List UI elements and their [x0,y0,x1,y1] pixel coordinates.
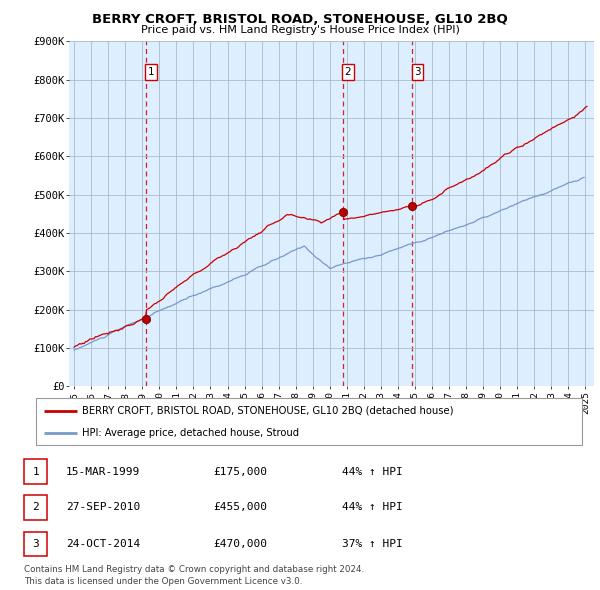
Text: Contains HM Land Registry data © Crown copyright and database right 2024.
This d: Contains HM Land Registry data © Crown c… [24,565,364,586]
FancyBboxPatch shape [24,495,47,520]
Text: 3: 3 [414,67,421,77]
Text: 1: 1 [32,467,39,477]
Text: £470,000: £470,000 [214,539,268,549]
FancyBboxPatch shape [24,459,47,484]
Text: BERRY CROFT, BRISTOL ROAD, STONEHOUSE, GL10 2BQ (detached house): BERRY CROFT, BRISTOL ROAD, STONEHOUSE, G… [82,406,454,416]
Text: 44% ↑ HPI: 44% ↑ HPI [342,503,403,512]
Text: £455,000: £455,000 [214,503,268,512]
Text: Price paid vs. HM Land Registry's House Price Index (HPI): Price paid vs. HM Land Registry's House … [140,25,460,35]
Text: 1: 1 [148,67,154,77]
FancyBboxPatch shape [36,398,582,445]
Text: 15-MAR-1999: 15-MAR-1999 [66,467,140,477]
Text: 2: 2 [32,503,39,512]
Text: 24-OCT-2014: 24-OCT-2014 [66,539,140,549]
Text: BERRY CROFT, BRISTOL ROAD, STONEHOUSE, GL10 2BQ: BERRY CROFT, BRISTOL ROAD, STONEHOUSE, G… [92,13,508,26]
Text: 3: 3 [32,539,39,549]
Text: £175,000: £175,000 [214,467,268,477]
Text: HPI: Average price, detached house, Stroud: HPI: Average price, detached house, Stro… [82,428,299,438]
FancyBboxPatch shape [24,532,47,556]
Text: 27-SEP-2010: 27-SEP-2010 [66,503,140,512]
Text: 2: 2 [344,67,351,77]
Text: 44% ↑ HPI: 44% ↑ HPI [342,467,403,477]
Text: 37% ↑ HPI: 37% ↑ HPI [342,539,403,549]
